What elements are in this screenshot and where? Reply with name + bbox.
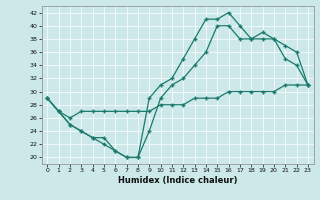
X-axis label: Humidex (Indice chaleur): Humidex (Indice chaleur): [118, 176, 237, 185]
